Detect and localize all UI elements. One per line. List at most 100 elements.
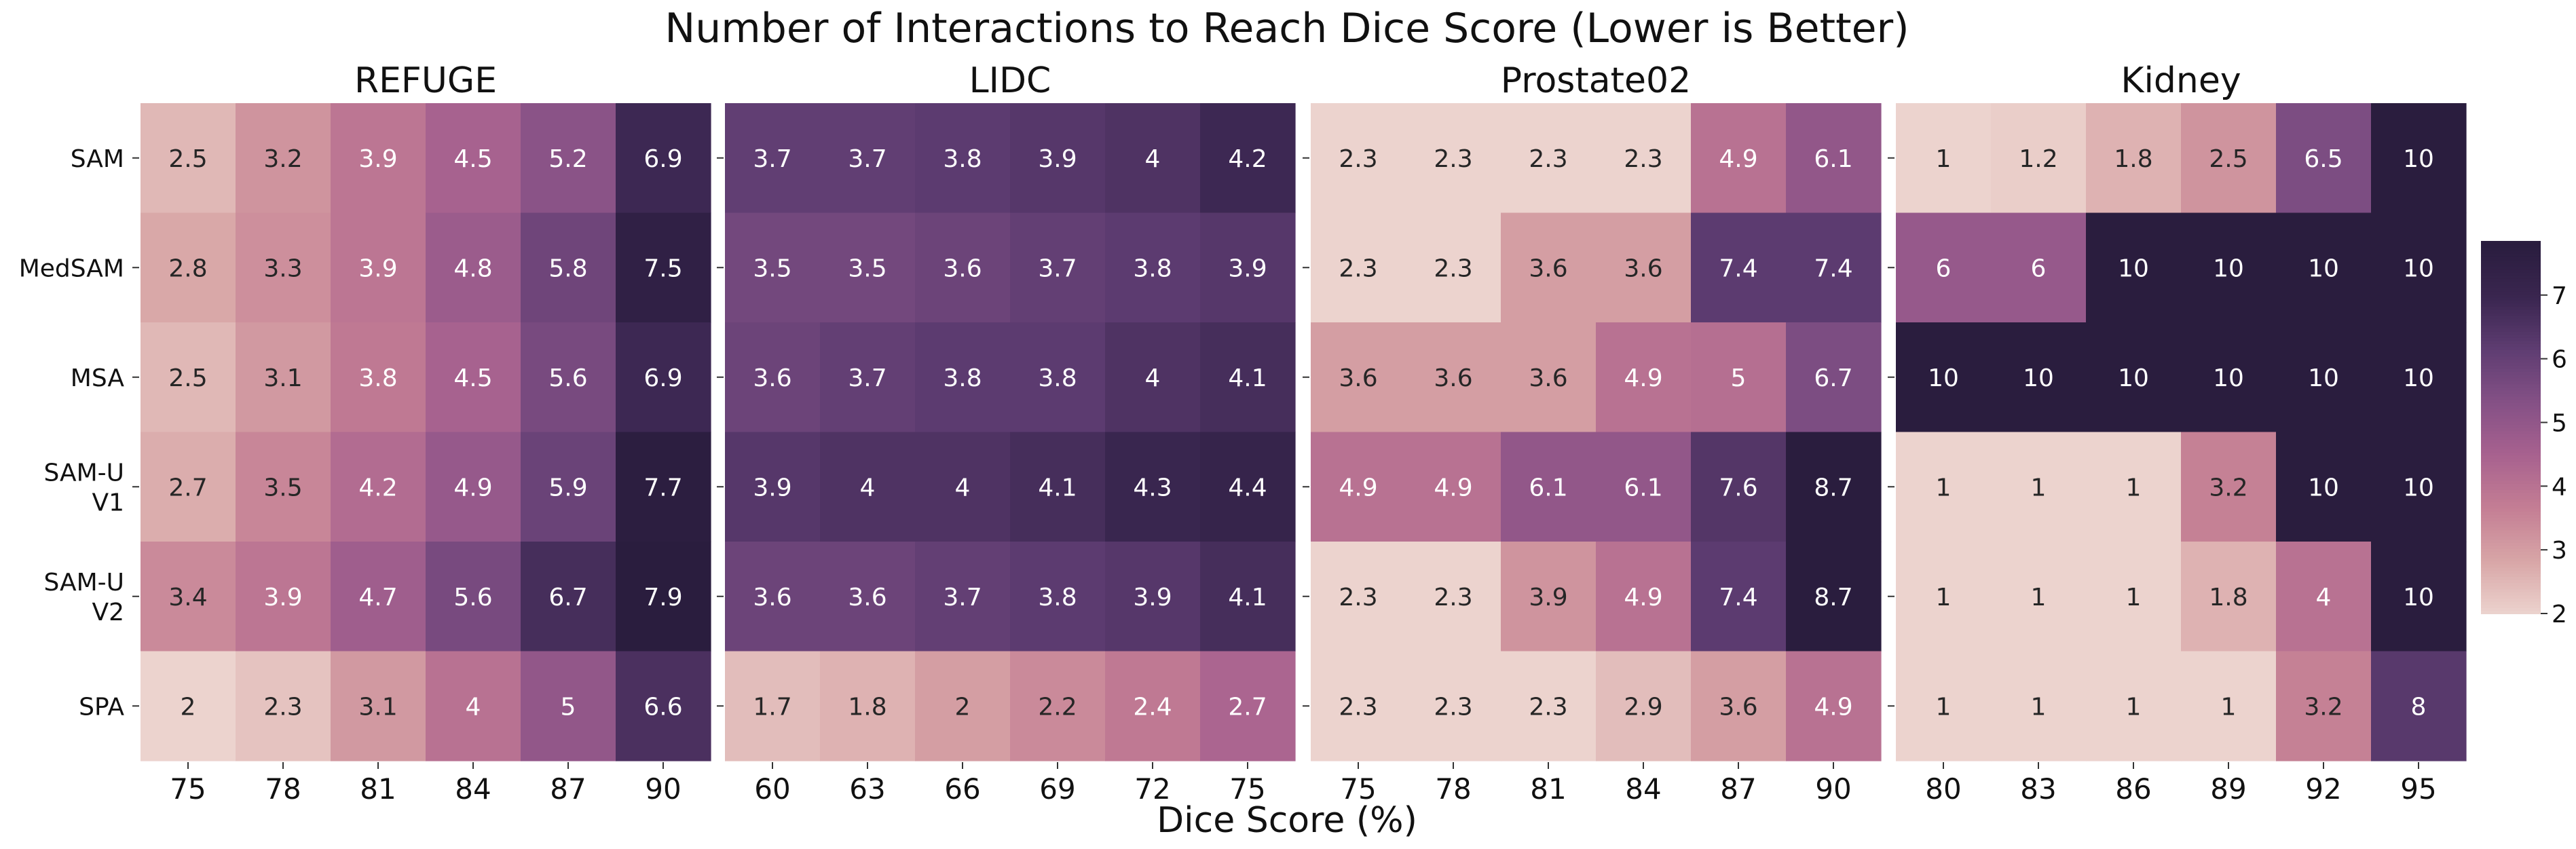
colorbar-segment xyxy=(2481,271,2541,276)
row-label: SAM xyxy=(71,145,124,173)
heatmap-cell xyxy=(1691,322,1787,433)
cell-value-label: 2.3 xyxy=(1339,145,1377,173)
cell-value-label: 10 xyxy=(2403,364,2434,392)
cell-value-label: 1 xyxy=(2126,474,2142,502)
cell-value-label: 6.6 xyxy=(643,693,682,721)
heatmap-cell xyxy=(236,651,331,761)
colorbar-segment xyxy=(2481,542,2541,546)
colorbar-segment xyxy=(2481,281,2541,286)
colorbar-segment xyxy=(2481,331,2541,335)
heatmap-cell xyxy=(426,322,521,433)
colorbar-segment xyxy=(2481,312,2541,316)
heatmap-cell xyxy=(1896,103,1992,214)
colorbar-segment xyxy=(2481,601,2541,605)
cell-value-label: 4.9 xyxy=(1624,364,1662,392)
row-label: SAM-U V1 xyxy=(43,459,124,516)
heatmap-cell xyxy=(2371,103,2467,214)
heatmap-cell xyxy=(1691,103,1787,214)
cell-value-label: 6.9 xyxy=(643,145,682,173)
cell-value-label: 7.4 xyxy=(1814,254,1852,282)
panel-title: Prostate02 xyxy=(1501,60,1691,101)
colorbar-segment xyxy=(2481,269,2541,273)
cell-value-label: 7.6 xyxy=(1719,474,1757,502)
colorbar-segment xyxy=(2481,328,2541,332)
x-tick-label: 84 xyxy=(1625,772,1661,806)
cell-value-label: 8 xyxy=(2411,693,2427,721)
heatmap-cell xyxy=(1501,103,1597,214)
colorbar-segment xyxy=(2481,567,2541,571)
cell-value-label: 2 xyxy=(181,693,196,721)
row-label: MSA xyxy=(71,364,125,392)
heatmap-cell xyxy=(2276,103,2372,214)
heatmap-cell xyxy=(1896,542,1992,652)
colorbar-segment xyxy=(2481,380,2541,385)
heatmap-cell xyxy=(331,432,426,542)
colorbar-segment xyxy=(2481,350,2541,354)
heatmap-cell xyxy=(1501,212,1597,323)
heatmap-cell xyxy=(1311,212,1406,323)
cell-value-label: 4.1 xyxy=(1038,474,1077,502)
cell-value-label: 3.8 xyxy=(1133,254,1172,282)
heatmap-cell xyxy=(2181,651,2277,761)
cell-value-label: 3.6 xyxy=(1529,254,1567,282)
colorbar-segment xyxy=(2481,604,2541,608)
cell-value-label: 3.9 xyxy=(358,145,397,173)
row-label-line: MSA xyxy=(71,364,125,392)
x-tick-label: 66 xyxy=(944,772,980,806)
heatmap-cell xyxy=(820,432,916,542)
heatmap-cell xyxy=(1596,651,1692,761)
cell-value-label: 4.3 xyxy=(1133,474,1172,502)
x-tick-label: 69 xyxy=(1039,772,1075,806)
colorbar-tick-label: 5 xyxy=(2552,409,2567,437)
cell-value-label: 2.7 xyxy=(1228,693,1267,721)
heatmap-cell xyxy=(141,542,236,652)
panel-prostate02: Prostate02 2.3 2.3 2.3 2.3 4.9 6.1 2.3 2.3 3.6 3.6… xyxy=(1303,60,1882,806)
cell-value-label: 6.9 xyxy=(643,364,682,392)
heatmap-cell xyxy=(331,322,426,433)
row-label-line: SAM xyxy=(71,145,124,173)
cell-value-label: 6.1 xyxy=(1529,474,1567,502)
heatmap-cell xyxy=(1406,542,1501,652)
colorbar-segment xyxy=(2481,278,2541,282)
heatmap-cell xyxy=(725,322,821,433)
heatmap-cell xyxy=(915,103,1011,214)
heatmap-cell xyxy=(521,322,616,433)
heatmap-cell xyxy=(1596,103,1692,214)
cell-value-label: 3.8 xyxy=(358,364,397,392)
cell-value-label: 3.8 xyxy=(1038,584,1077,611)
heatmap-cell xyxy=(2276,322,2372,433)
x-tick-label: 87 xyxy=(1720,772,1756,806)
cell-value-label: 10 xyxy=(2403,254,2434,282)
heatmap-cell xyxy=(2181,542,2277,652)
colorbar-segment xyxy=(2481,433,2541,438)
cell-value-label: 6.1 xyxy=(1624,474,1662,502)
cell-value-label: 6.7 xyxy=(1814,364,1852,392)
cell-value-label: 2.3 xyxy=(1434,584,1472,611)
cell-value-label: 7.4 xyxy=(1719,254,1757,282)
heatmap-cell xyxy=(1105,103,1201,214)
colorbar-segment xyxy=(2481,557,2541,562)
cell-value-label: 10 xyxy=(2403,145,2434,173)
colorbar-segment xyxy=(2481,610,2541,614)
colorbar-segment xyxy=(2481,517,2541,521)
cell-value-label: 5.6 xyxy=(548,364,587,392)
colorbar-segment xyxy=(2481,346,2541,351)
heatmap-cell xyxy=(1311,542,1406,652)
colorbar-segment xyxy=(2481,306,2541,310)
colorbar-segment xyxy=(2481,383,2541,388)
heatmap-cell xyxy=(426,542,521,652)
panel-refuge: REFUGE 2.5 3.2 3.9 4.5 5.2 6.9 2.8 3.3 3.9 4.8 5.8 7… xyxy=(132,60,711,806)
heatmap-cell xyxy=(426,432,521,542)
colorbar-segment xyxy=(2481,259,2541,264)
heatmap-cell xyxy=(1691,542,1787,652)
heatmap-cell xyxy=(1501,322,1597,433)
colorbar-segment xyxy=(2481,579,2541,584)
heatmap-cell xyxy=(141,322,236,433)
heatmap-cell xyxy=(725,432,821,542)
heatmap-cell xyxy=(1406,103,1501,214)
colorbar-segment xyxy=(2481,417,2541,422)
colorbar-segment xyxy=(2481,563,2541,568)
heatmap-cell xyxy=(616,651,711,761)
cell-value-label: 7.4 xyxy=(1719,584,1757,611)
